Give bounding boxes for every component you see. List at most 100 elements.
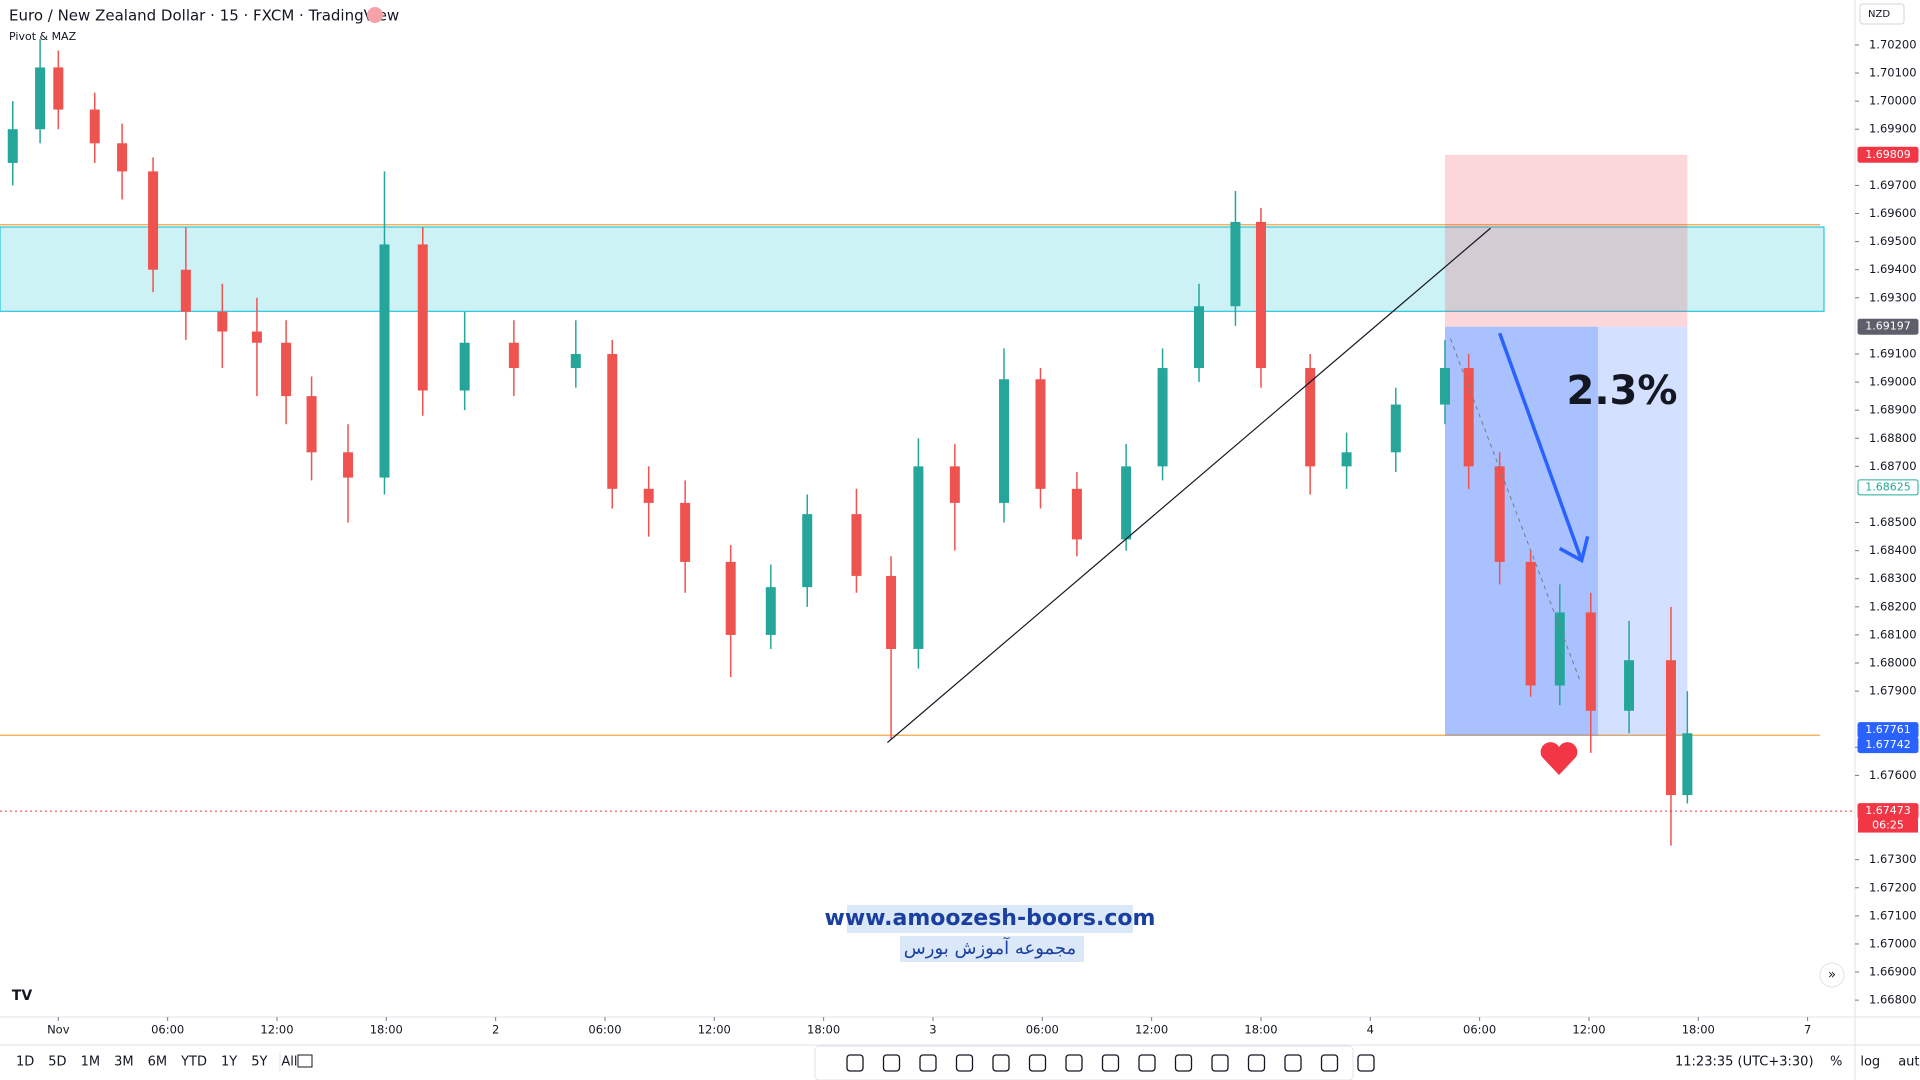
candle-body — [343, 452, 354, 478]
stop-zone — [1445, 154, 1688, 327]
candle-body — [1463, 368, 1474, 467]
countdown: 06:25 — [1872, 819, 1904, 832]
candle-body — [1585, 612, 1596, 711]
candle-body — [251, 331, 262, 343]
candle-body — [217, 311, 228, 332]
compare-icon[interactable] — [297, 1054, 313, 1068]
x-tick-label: 12:00 — [260, 1023, 293, 1037]
y-tick-label: 1.67900 — [1869, 684, 1917, 698]
scroll-button[interactable] — [1819, 962, 1845, 988]
candle-body — [53, 67, 64, 110]
tool-icon[interactable] — [1138, 1054, 1156, 1072]
currency[interactable]: NZD — [1868, 9, 1890, 20]
candle-body — [949, 466, 960, 503]
tool-icon[interactable] — [919, 1054, 937, 1072]
scroll-icon[interactable]: » — [1828, 968, 1836, 983]
price-label: 1.67761 — [1865, 723, 1911, 736]
x-tick-label: 2 — [492, 1023, 499, 1037]
tool-icon[interactable] — [1284, 1054, 1302, 1072]
y-tick-label: 1.68900 — [1869, 403, 1917, 417]
drawing-tools — [846, 1054, 1375, 1072]
x-tick-label: 06:00 — [1463, 1023, 1496, 1037]
range-button[interactable]: 1Y — [221, 1055, 237, 1070]
y-tick-label: 1.69700 — [1869, 178, 1917, 192]
y-tick-label: 1.66900 — [1869, 965, 1917, 979]
symbol-title[interactable]: Euro / New Zealand Dollar · 15 · FXCM · … — [9, 7, 399, 25]
tool-icon[interactable] — [1065, 1054, 1083, 1072]
candle-body — [765, 587, 776, 635]
indicator-name[interactable]: Pivot & MAZ — [9, 30, 77, 43]
candle-body — [1305, 368, 1316, 467]
range-button[interactable]: All — [281, 1055, 297, 1070]
x-tick-label: 06:00 — [151, 1023, 184, 1037]
y-tick-label: 1.68000 — [1869, 656, 1917, 670]
candle-body — [1682, 733, 1693, 796]
tool-icon[interactable] — [1174, 1054, 1193, 1072]
y-tick-label: 1.68300 — [1869, 571, 1917, 585]
range-button[interactable]: 3M — [114, 1055, 134, 1070]
candle-body — [913, 466, 924, 649]
candle-body — [802, 514, 813, 588]
x-tick-label: 4 — [1367, 1023, 1374, 1037]
price-label-box — [1857, 737, 1919, 754]
tool-icon[interactable] — [992, 1054, 1010, 1072]
tv-logo[interactable]: TV — [12, 988, 33, 1004]
scale-option[interactable]: auto — [1898, 1055, 1920, 1070]
range-button[interactable]: 5D — [48, 1055, 66, 1070]
candle-body — [89, 109, 100, 144]
arrow — [1498, 332, 1584, 562]
tool-icon[interactable] — [1247, 1054, 1266, 1072]
y-tick-label: 1.67300 — [1869, 852, 1917, 866]
candle-body — [1554, 612, 1565, 686]
x-tick-label: 18:00 — [807, 1023, 840, 1037]
plot: 2.3% — [0, 39, 1855, 846]
price-label: 1.69197 — [1865, 320, 1911, 333]
currency-button[interactable] — [1859, 3, 1905, 25]
tool-icon[interactable] — [1211, 1054, 1229, 1072]
support-resistance-zone — [0, 226, 1825, 312]
candle-body — [7, 129, 18, 163]
clock[interactable]: 11:23:35 (UTC+3:30) — [1675, 1055, 1814, 1070]
candle-body — [1121, 466, 1132, 540]
candle-body — [1194, 306, 1205, 369]
tool-icon[interactable] — [882, 1054, 901, 1072]
tool-icon[interactable] — [1101, 1054, 1120, 1072]
price-label: 1.69809 — [1865, 148, 1911, 161]
range-button[interactable]: 5Y — [251, 1055, 267, 1070]
y-tick-label: 1.68100 — [1869, 627, 1917, 641]
candle-body — [281, 342, 292, 397]
range-button[interactable]: 1M — [81, 1055, 101, 1070]
scale-option[interactable]: log — [1860, 1055, 1880, 1070]
tool-icon[interactable] — [1320, 1054, 1339, 1072]
x-tick-label: 3 — [929, 1023, 936, 1037]
candle-body — [1525, 561, 1536, 686]
candle-body — [680, 502, 691, 562]
candle-body — [180, 269, 191, 312]
range-button[interactable]: 1D — [16, 1055, 34, 1070]
x-tick-label: 06:00 — [588, 1023, 621, 1037]
y-tick-label: 1.70000 — [1869, 94, 1917, 108]
candle-body — [1230, 221, 1241, 307]
tool-icon[interactable] — [846, 1054, 864, 1072]
y-tick-label: 1.68400 — [1869, 543, 1917, 557]
y-tick-label: 1.69100 — [1869, 346, 1917, 360]
candle-body — [1624, 660, 1635, 711]
candle-body — [459, 342, 470, 391]
tool-icon[interactable] — [1028, 1054, 1047, 1072]
y-tick-label: 1.67200 — [1869, 880, 1917, 894]
range-button[interactable]: YTD — [180, 1055, 207, 1070]
candle-body — [1665, 660, 1676, 796]
y-tick-label: 1.69600 — [1869, 206, 1917, 220]
range-button[interactable]: 6M — [148, 1055, 168, 1070]
scale-option[interactable]: % — [1830, 1055, 1842, 1070]
tool-icon[interactable] — [955, 1054, 974, 1072]
y-tick-label: 1.68200 — [1869, 599, 1917, 613]
y-tick-label: 1.67000 — [1869, 936, 1917, 950]
candle-body — [508, 342, 519, 369]
tool-icon[interactable] — [1357, 1054, 1375, 1072]
candle-body — [379, 244, 390, 478]
candle-body — [1035, 379, 1046, 489]
